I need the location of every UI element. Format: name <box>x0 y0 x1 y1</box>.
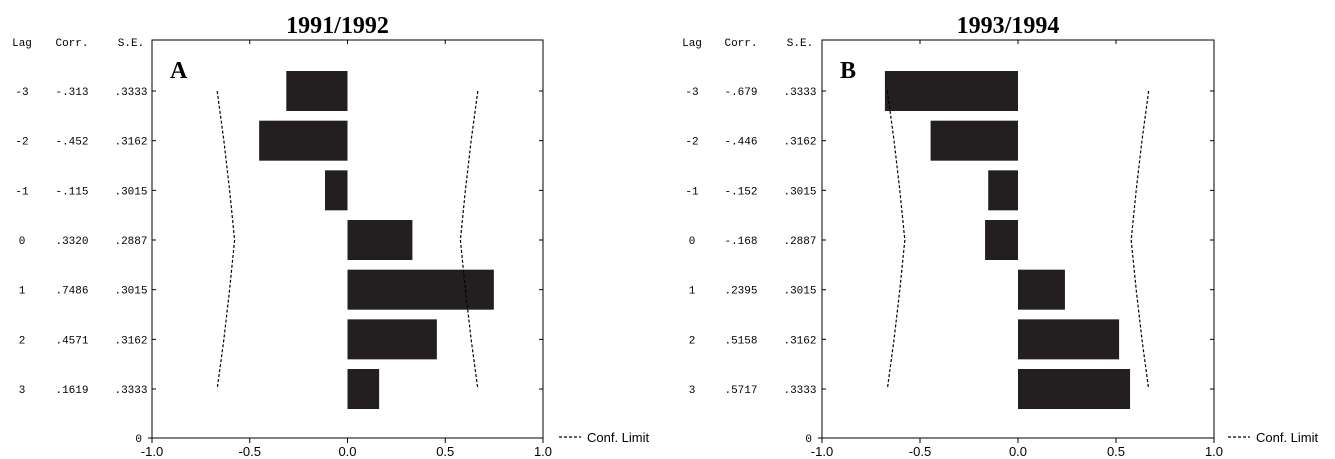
corr-label: -.446 <box>724 137 757 149</box>
corr-label: -.679 <box>724 87 757 99</box>
se-label: .2887 <box>114 236 147 248</box>
header-lag: Lag <box>682 38 702 50</box>
x-tick-label: 1.0 <box>1205 444 1223 459</box>
se-label: .3333 <box>114 385 147 397</box>
chart-title: 1991/1992 <box>286 13 389 39</box>
bar <box>1018 269 1065 310</box>
se-label: .2887 <box>783 236 816 248</box>
corr-label: .5717 <box>724 385 757 397</box>
lag-label: 3 <box>689 385 696 397</box>
se-label: .3015 <box>114 286 147 298</box>
se-label: .3333 <box>783 87 816 99</box>
se-label: .3162 <box>783 335 816 347</box>
lag-label: 0 <box>19 236 26 248</box>
lag-label: -3 <box>15 87 28 99</box>
bar <box>347 369 380 410</box>
lag-label: -2 <box>15 137 28 149</box>
corr-label: -.152 <box>724 186 757 198</box>
x-tick-label: -0.5 <box>239 444 261 459</box>
lag-label: -2 <box>685 137 698 149</box>
lag-label: 0 <box>689 236 696 248</box>
corr-label: .3320 <box>55 236 88 248</box>
se-label: .3333 <box>783 385 816 397</box>
se-label: .3162 <box>114 137 147 149</box>
legend-label: Conf. Limit <box>1256 430 1319 445</box>
se-label: .3333 <box>114 87 147 99</box>
conf-limit-line-lower <box>216 90 236 390</box>
corr-label: .2395 <box>724 286 757 298</box>
lag-label: -1 <box>685 186 699 198</box>
panel-letter: B <box>840 58 856 84</box>
legend-label: Conf. Limit <box>587 430 650 445</box>
se-label: .3015 <box>114 186 147 198</box>
lag-label: 2 <box>689 335 696 347</box>
bar <box>347 220 413 261</box>
chart-panel-a: 1991/1992 A Lag Corr. S.E. -3 -.313 .3333 -2 -.45… <box>12 13 649 459</box>
conf-limit-line-upper <box>459 90 479 390</box>
bar <box>286 71 348 111</box>
corr-label: .7486 <box>55 286 88 298</box>
lag-label: 1 <box>689 286 696 298</box>
se-label: .3162 <box>114 335 147 347</box>
lag-label: 1 <box>19 286 26 298</box>
bar <box>884 71 1018 111</box>
se-label: .3015 <box>783 186 816 198</box>
bar <box>988 170 1018 211</box>
chart-title: 1993/1994 <box>957 13 1060 39</box>
bar <box>259 120 348 161</box>
lag-label: 2 <box>19 335 26 347</box>
y-zero-label: 0 <box>135 434 142 446</box>
conf-limit-line-upper <box>1130 90 1150 390</box>
header-lag: Lag <box>12 38 32 50</box>
x-tick-label: -1.0 <box>811 444 833 459</box>
bar <box>347 269 494 310</box>
se-label: .3015 <box>783 286 816 298</box>
x-tick-label: -1.0 <box>141 444 163 459</box>
corr-label: .5158 <box>724 335 757 347</box>
bar <box>1018 319 1120 360</box>
bar <box>347 319 437 360</box>
x-tick-label: 1.0 <box>534 444 552 459</box>
corr-label: -.313 <box>55 87 88 99</box>
lag-label: -1 <box>15 186 29 198</box>
x-tick-label: -0.5 <box>909 444 931 459</box>
x-tick-label: 0.5 <box>1107 444 1125 459</box>
header-corr: Corr. <box>55 38 88 50</box>
header-corr: Corr. <box>724 38 757 50</box>
chart-panel-b: 1993/1994 B Lag Corr. S.E. -3 -.679 .3333 -2 -.44… <box>682 13 1318 459</box>
y-zero-label: 0 <box>805 434 812 446</box>
bar <box>325 170 348 211</box>
lag-label: -3 <box>685 87 698 99</box>
corr-label: .4571 <box>55 335 88 347</box>
header-se: S.E. <box>787 38 813 50</box>
bar <box>1018 369 1131 410</box>
corr-label: -.452 <box>55 137 88 149</box>
x-tick-label: 0.5 <box>436 444 454 459</box>
bar <box>930 120 1018 161</box>
x-tick-label: 0.0 <box>1009 444 1027 459</box>
corr-label: .1619 <box>55 385 88 397</box>
panel-letter: A <box>170 58 188 84</box>
header-se: S.E. <box>118 38 144 50</box>
lag-label: 3 <box>19 385 26 397</box>
corr-label: -.115 <box>55 186 88 198</box>
x-tick-label: 0.0 <box>338 444 356 459</box>
corr-label: -.168 <box>724 236 757 248</box>
conf-limit-line-lower <box>886 90 906 390</box>
se-label: .3162 <box>783 137 816 149</box>
bar <box>985 220 1018 261</box>
